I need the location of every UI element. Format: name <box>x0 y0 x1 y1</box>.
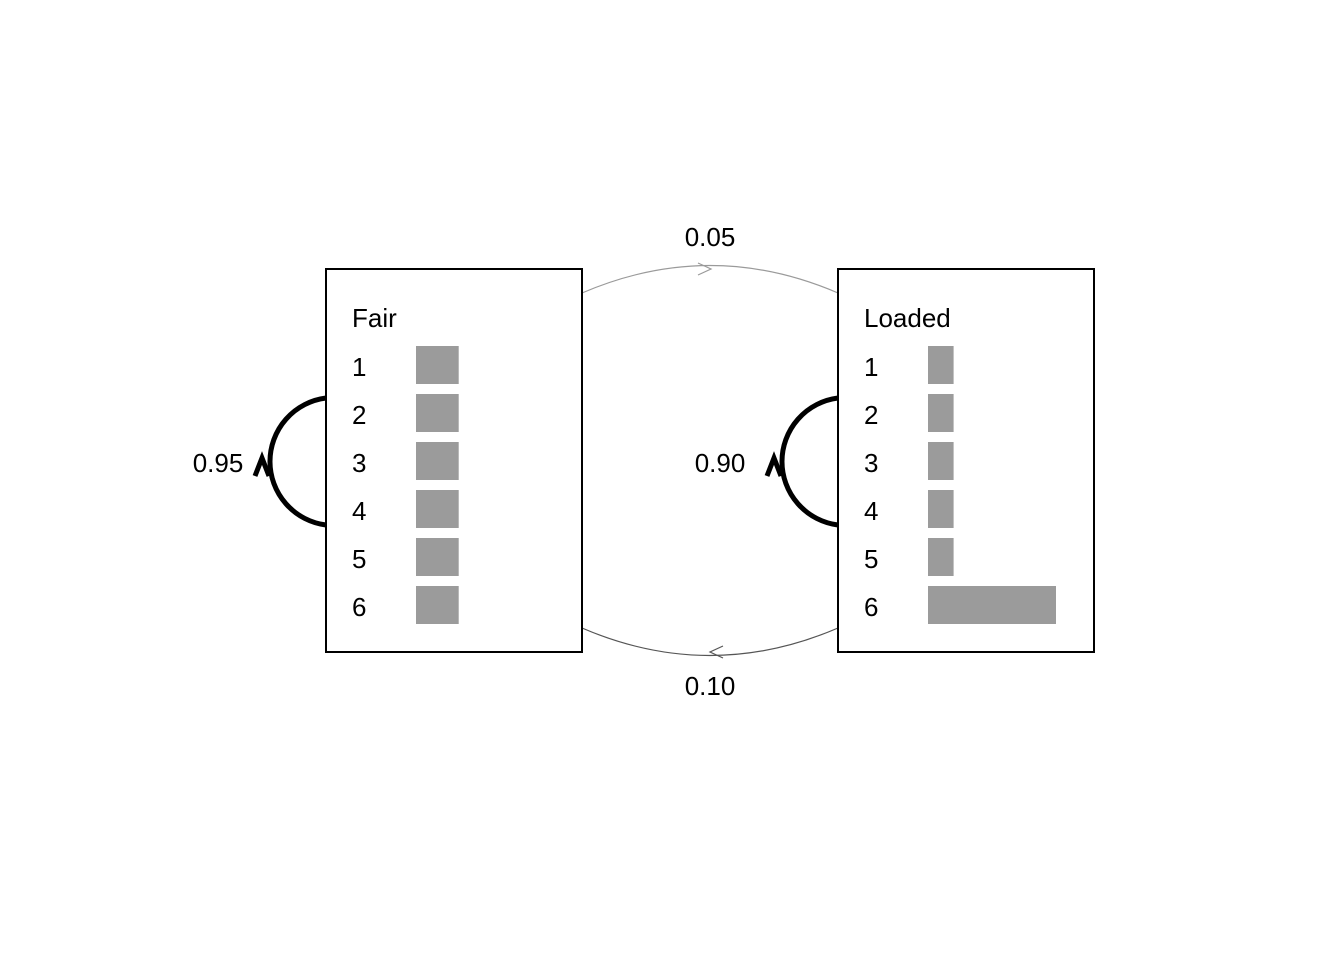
face-label-loaded-6: 6 <box>864 592 878 622</box>
face-label-loaded-2: 2 <box>864 400 878 430</box>
emission-bar-loaded-4 <box>928 490 954 528</box>
face-label-fair-3: 3 <box>352 448 366 478</box>
emission-bar-fair-3 <box>416 442 459 480</box>
transition-arc-loaded-to-fair <box>581 627 839 657</box>
emission-bar-fair-1 <box>416 346 459 384</box>
emission-bar-loaded-5 <box>928 538 954 576</box>
state-title-loaded: Loaded <box>864 303 951 333</box>
transition-label-fair-to-loaded: 0.05 <box>685 222 736 252</box>
self-loop-fair-arrow-icon <box>252 451 272 477</box>
emission-chart-fair: 1 2 3 4 5 6 <box>352 346 459 624</box>
transition-arc-fair-to-loaded <box>581 264 839 294</box>
transition-label-loaded-to-fair: 0.10 <box>685 671 736 701</box>
emission-bar-fair-4 <box>416 490 459 528</box>
face-label-fair-5: 5 <box>352 544 366 574</box>
emission-bar-fair-6 <box>416 586 459 624</box>
face-label-loaded-4: 4 <box>864 496 878 526</box>
emission-bar-fair-5 <box>416 538 459 576</box>
face-label-loaded-3: 3 <box>864 448 878 478</box>
face-label-fair-6: 6 <box>352 592 366 622</box>
face-label-fair-4: 4 <box>352 496 366 526</box>
self-loop-label-loaded: 0.90 <box>695 448 746 478</box>
emission-bar-loaded-3 <box>928 442 954 480</box>
emission-bar-fair-2 <box>416 394 459 432</box>
face-label-loaded-1: 1 <box>864 352 878 382</box>
state-fair: Fair 1 2 3 4 5 6 <box>325 268 583 653</box>
emission-bar-loaded-6 <box>928 586 1056 624</box>
emission-bar-loaded-2 <box>928 394 954 432</box>
emission-bar-loaded-1 <box>928 346 954 384</box>
self-loop-loaded-arrow-icon <box>764 451 784 477</box>
emission-chart-loaded: 1 2 3 4 5 6 <box>864 346 1056 624</box>
arrowhead-fair-to-loaded-icon <box>697 262 713 276</box>
face-label-fair-2: 2 <box>352 400 366 430</box>
state-loaded: Loaded 1 2 3 4 5 6 <box>837 268 1095 653</box>
self-loop-label-fair: 0.95 <box>193 448 244 478</box>
self-loop-fair <box>267 395 327 528</box>
self-loop-loaded <box>779 395 839 528</box>
face-label-fair-1: 1 <box>352 352 366 382</box>
face-label-loaded-5: 5 <box>864 544 878 574</box>
state-title-fair: Fair <box>352 303 397 333</box>
arrowhead-loaded-to-fair-icon <box>708 645 724 659</box>
